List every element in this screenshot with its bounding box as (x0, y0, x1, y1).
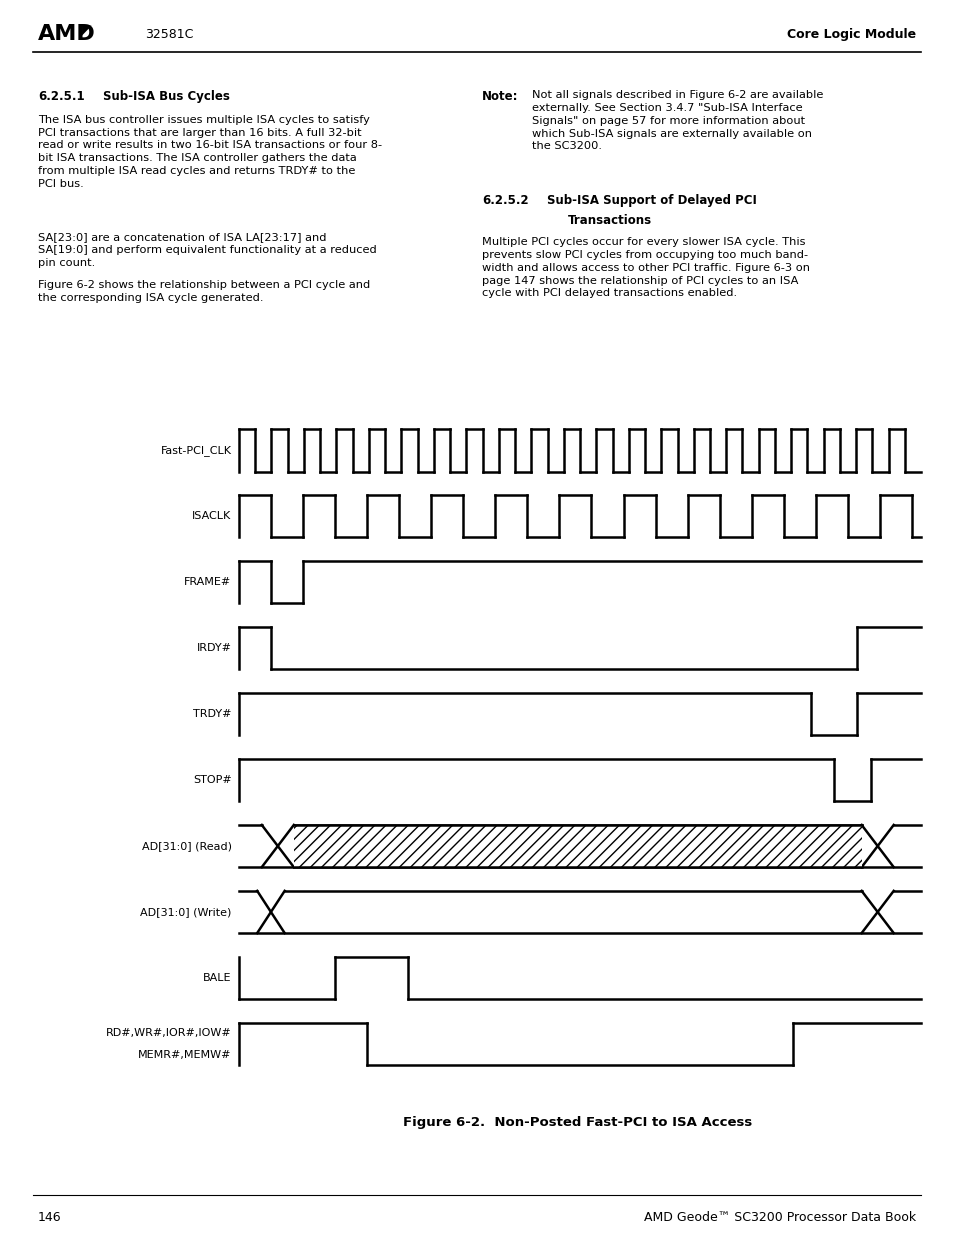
Text: Note:: Note: (481, 90, 517, 104)
Text: SA[23:0] are a concatenation of ISA LA[23:17] and
SA[19:0] and perform equivalen: SA[23:0] are a concatenation of ISA LA[2… (38, 232, 376, 268)
Text: 6.2.5.1: 6.2.5.1 (38, 90, 85, 104)
Text: MEMR#,MEMW#: MEMR#,MEMW# (138, 1050, 232, 1060)
Text: STOP#: STOP# (193, 776, 232, 785)
Text: 32581C: 32581C (145, 27, 193, 41)
Text: The ISA bus controller issues multiple ISA cycles to satisfy
PCI transactions th: The ISA bus controller issues multiple I… (38, 115, 382, 189)
Text: AD[31:0] (Read): AD[31:0] (Read) (141, 841, 232, 851)
Text: Figure 6-2.  Non-Posted Fast-PCI to ISA Access: Figure 6-2. Non-Posted Fast-PCI to ISA A… (403, 1116, 752, 1129)
Text: RD#,WR#,IOR#,IOW#: RD#,WR#,IOR#,IOW# (106, 1028, 232, 1037)
Text: ◤: ◤ (82, 23, 91, 37)
Text: Multiple PCI cycles occur for every slower ISA cycle. This
prevents slow PCI cyc: Multiple PCI cycles occur for every slow… (481, 237, 809, 299)
Text: 6.2.5.2: 6.2.5.2 (481, 194, 528, 207)
Text: Figure 6-2 shows the relationship between a PCI cycle and
the corresponding ISA : Figure 6-2 shows the relationship betwee… (38, 280, 370, 303)
Text: Sub-ISA Bus Cycles: Sub-ISA Bus Cycles (103, 90, 230, 104)
Bar (294, 825, 861, 867)
Text: Not all signals described in Figure 6-2 are available
externally. See Section 3.: Not all signals described in Figure 6-2 … (532, 90, 822, 152)
Text: AMD Geode™ SC3200 Processor Data Book: AMD Geode™ SC3200 Processor Data Book (643, 1210, 915, 1224)
Text: 146: 146 (38, 1210, 62, 1224)
Text: IRDY#: IRDY# (196, 643, 232, 653)
Text: ISACLK: ISACLK (193, 511, 232, 521)
Text: Fast-PCI_CLK: Fast-PCI_CLK (160, 445, 232, 456)
Text: Sub-ISA Support of Delayed PCI: Sub-ISA Support of Delayed PCI (546, 194, 756, 207)
Text: AD[31:0] (Write): AD[31:0] (Write) (140, 906, 232, 916)
Text: FRAME#: FRAME# (184, 577, 232, 588)
Text: AMD: AMD (38, 25, 95, 44)
Text: Transactions: Transactions (567, 214, 651, 227)
Text: Core Logic Module: Core Logic Module (786, 27, 915, 41)
Text: BALE: BALE (203, 973, 232, 983)
Text: TRDY#: TRDY# (193, 709, 232, 719)
